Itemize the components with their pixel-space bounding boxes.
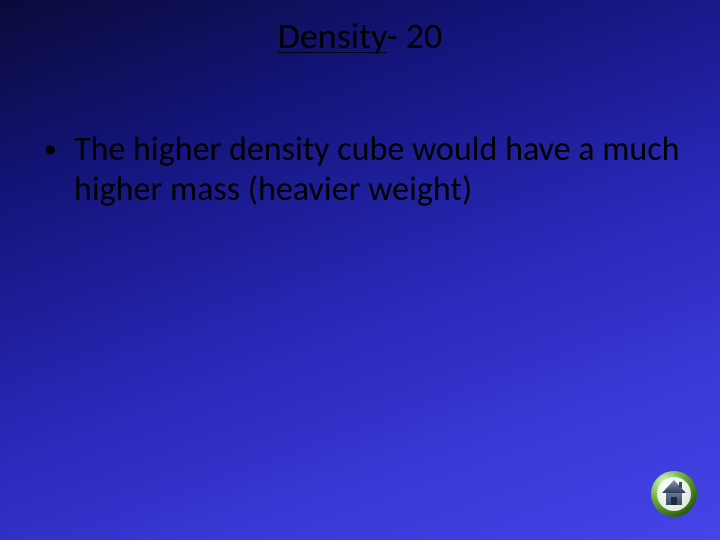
- slide: Density- 20 • The higher density cube wo…: [0, 0, 720, 540]
- bullet-text: The higher density cube would have a muc…: [74, 130, 680, 210]
- bullet-marker: •: [40, 130, 74, 168]
- bullet-item: • The higher density cube would have a m…: [40, 130, 680, 210]
- title-prefix: Density: [278, 14, 387, 58]
- slide-body: • The higher density cube would have a m…: [40, 130, 680, 210]
- home-button[interactable]: [650, 470, 698, 518]
- home-icon: [650, 470, 698, 518]
- slide-title: Density- 20: [0, 14, 720, 58]
- title-suffix: - 20: [387, 14, 443, 58]
